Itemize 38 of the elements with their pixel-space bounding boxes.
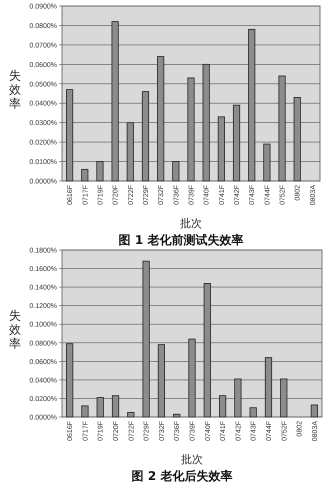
bar — [173, 414, 180, 418]
bar — [278, 76, 286, 182]
bar — [66, 89, 74, 182]
bar — [218, 395, 226, 418]
bar — [234, 378, 242, 418]
bar — [142, 91, 150, 182]
x-axis-title: 批次 — [181, 453, 203, 466]
x-axis-title: 批次 — [180, 217, 202, 230]
y-axis-title: 失效率 — [9, 68, 21, 110]
bar — [127, 412, 134, 418]
bar — [81, 405, 89, 418]
bar — [142, 260, 150, 418]
bar — [172, 161, 180, 182]
bar — [310, 404, 318, 418]
bar — [264, 357, 272, 418]
bar — [263, 144, 270, 182]
bar — [187, 78, 195, 182]
bar — [280, 378, 288, 418]
bar — [112, 395, 120, 418]
bar — [204, 283, 211, 418]
bar — [96, 397, 104, 418]
bar — [218, 116, 225, 182]
bar — [250, 407, 257, 418]
bar — [188, 338, 196, 418]
bar — [112, 21, 119, 182]
text: 图 2 老化后失效率 — [132, 469, 232, 483]
bar — [294, 96, 301, 182]
bar — [126, 122, 134, 182]
bar — [248, 28, 256, 182]
bar — [202, 64, 210, 182]
y-axis-title: 失效率 — [9, 308, 21, 350]
bar — [66, 343, 74, 418]
bar — [81, 168, 88, 182]
bar — [96, 161, 104, 182]
text: 图 1 老化前测试失效率 — [118, 233, 244, 247]
bar — [157, 56, 164, 182]
bar — [232, 104, 240, 182]
bar — [158, 344, 166, 418]
